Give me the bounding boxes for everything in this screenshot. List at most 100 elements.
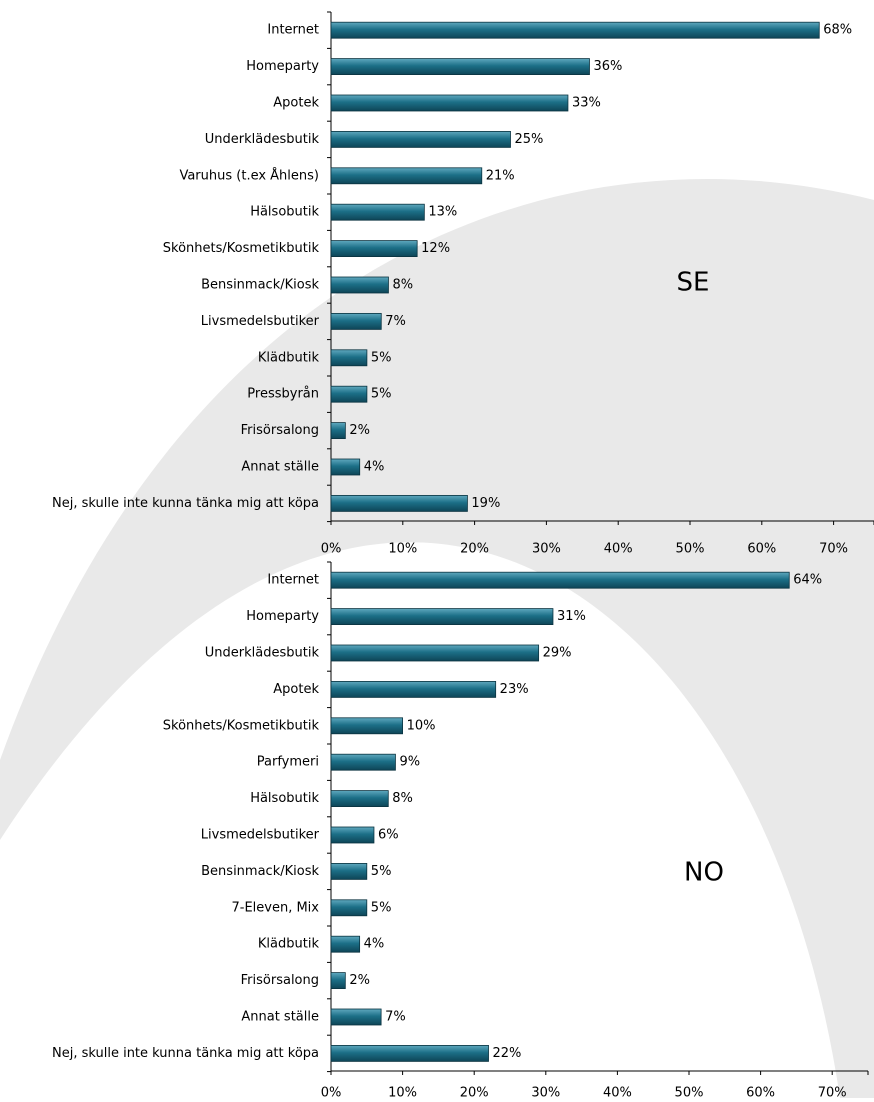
bar (330, 863, 368, 880)
bar (330, 276, 389, 294)
data-label: 25% (515, 132, 544, 147)
category-label: Livsmedelsbutiker (201, 828, 320, 843)
data-label: 12% (421, 241, 450, 256)
bar (330, 385, 368, 403)
data-label: 2% (349, 423, 370, 438)
x-tick-label: 60% (747, 542, 776, 557)
category-label: Internet (267, 23, 319, 38)
bar (330, 240, 418, 258)
x-tick-label: 70% (819, 542, 848, 557)
category-label: Hälsobutik (250, 205, 319, 220)
bar (330, 717, 403, 735)
category-label: Apotek (273, 96, 319, 111)
bar (330, 422, 346, 440)
bar (330, 494, 468, 512)
category-label: Nej, skulle inte kunna tänka mig att köp… (52, 1046, 319, 1061)
data-label: 8% (392, 278, 413, 293)
background-watermark-arc (0, 178, 874, 1098)
bar (330, 94, 569, 112)
x-tick-label: 40% (603, 1086, 632, 1099)
bar (330, 349, 368, 367)
x-tick-label: 10% (388, 542, 417, 557)
data-label: 21% (486, 168, 515, 183)
category-label: Homeparty (246, 609, 319, 624)
bar (330, 58, 590, 75)
chart-annotation: NO (684, 858, 724, 888)
data-label: 8% (392, 791, 413, 806)
category-label: Frisörsalong (241, 423, 319, 438)
bar (330, 203, 425, 221)
data-label: 9% (399, 755, 420, 770)
data-label: 10% (407, 718, 436, 733)
data-label: 4% (364, 937, 385, 952)
category-label: Parfymeri (257, 755, 319, 770)
category-label: Annat ställe (241, 1010, 319, 1025)
data-label: 31% (557, 609, 586, 624)
data-label: 13% (428, 205, 457, 220)
data-label: 7% (385, 1010, 406, 1025)
category-label: Pressbyrån (247, 387, 319, 402)
bar (330, 312, 382, 330)
bar (330, 608, 554, 625)
bar (330, 681, 497, 698)
bar (330, 644, 540, 662)
x-tick-label: 0% (321, 542, 342, 557)
bar (330, 167, 483, 185)
bar (330, 458, 361, 476)
category-label: Homeparty (246, 59, 319, 74)
x-tick-label: 30% (531, 1086, 560, 1099)
category-label: Underklädesbutik (205, 646, 320, 661)
bar (330, 972, 346, 989)
category-label: Annat ställe (241, 460, 319, 475)
x-tick-label: 60% (746, 1086, 775, 1099)
x-tick-label: 0% (321, 1086, 342, 1099)
data-label: 33% (572, 96, 601, 111)
x-tick-label: 50% (676, 542, 705, 557)
bar (330, 753, 396, 771)
chart-annotation: SE (677, 268, 710, 298)
bar (330, 935, 361, 953)
category-label: Bensinmack/Kiosk (201, 864, 319, 879)
data-label: 64% (793, 573, 822, 588)
bar (330, 571, 790, 589)
category-label: Hälsobutik (250, 791, 319, 806)
x-tick-label: 20% (460, 1086, 489, 1099)
category-label: Skönhets/Kosmetikbutik (163, 718, 320, 733)
bar (330, 130, 511, 148)
x-tick-label: 30% (532, 542, 561, 557)
data-label: 5% (371, 900, 392, 915)
category-label: Klädbutik (258, 937, 320, 952)
x-tick-label: 10% (388, 1086, 417, 1099)
category-label: Livsmedelsbutiker (201, 314, 320, 329)
bar-chart-panel: NO 0% 10% 20% 30% 40% 50% 60% 70% Internet 64% Home… (52, 561, 869, 1101)
category-label: Apotek (273, 682, 319, 697)
data-label: 22% (493, 1046, 522, 1061)
data-label: 29% (543, 646, 572, 661)
category-label: Klädbutik (258, 350, 320, 365)
bar (330, 826, 375, 844)
category-label: Underklädesbutik (205, 132, 320, 147)
data-label: 5% (371, 350, 392, 365)
data-label: 4% (364, 460, 385, 475)
data-label: 23% (500, 682, 529, 697)
category-label: Skönhets/Kosmetikbutik (163, 241, 320, 256)
data-label: 7% (385, 314, 406, 329)
x-tick-label: 40% (604, 542, 633, 557)
x-tick-label: 20% (460, 542, 489, 557)
data-label: 19% (471, 496, 500, 511)
bar-chart-panel: SE 0% 10% 20% 30% 40% 50% 60% 70% Internet 68% Home… (52, 11, 874, 557)
category-label: 7-Eleven, Mix (231, 900, 319, 915)
bar (330, 1045, 489, 1062)
data-label: 36% (593, 59, 622, 74)
category-label: Nej, skulle inte kunna tänka mig att köp… (52, 496, 319, 511)
bar (330, 790, 389, 807)
data-label: 5% (371, 387, 392, 402)
x-tick-label: 50% (675, 1086, 704, 1099)
bar (330, 1008, 382, 1026)
data-label: 2% (349, 973, 370, 988)
bar (330, 899, 368, 917)
x-tick-label: 70% (818, 1086, 847, 1099)
category-label: Internet (267, 573, 319, 588)
